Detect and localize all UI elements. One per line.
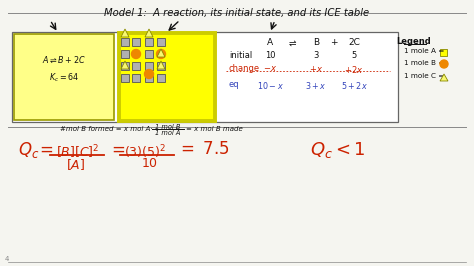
Circle shape [156, 49, 165, 59]
Text: A: A [267, 38, 273, 47]
Polygon shape [440, 74, 448, 81]
Text: 2C: 2C [348, 38, 360, 47]
Text: $=$: $=$ [108, 140, 125, 158]
Text: 3: 3 [313, 51, 319, 60]
Text: 1 mol B: 1 mol B [155, 124, 181, 130]
Text: $=$: $=$ [36, 140, 54, 158]
FancyBboxPatch shape [121, 62, 129, 70]
FancyBboxPatch shape [145, 38, 153, 46]
FancyBboxPatch shape [157, 74, 165, 82]
Text: 5: 5 [351, 51, 356, 60]
FancyBboxPatch shape [157, 38, 165, 46]
Text: change: change [229, 64, 260, 73]
Text: 1 mol A: 1 mol A [155, 130, 181, 136]
Text: 10: 10 [265, 51, 275, 60]
Text: $K_c=64$: $K_c=64$ [49, 72, 79, 85]
FancyBboxPatch shape [132, 74, 140, 82]
Circle shape [145, 69, 154, 78]
Text: $[A]$: $[A]$ [66, 157, 85, 172]
FancyBboxPatch shape [121, 50, 129, 58]
Polygon shape [157, 49, 165, 57]
Text: $+x$: $+x$ [309, 64, 323, 74]
Text: eq: eq [229, 80, 240, 89]
Text: $+2x$: $+2x$ [344, 64, 364, 75]
Text: $Q_c < 1$: $Q_c < 1$ [310, 140, 365, 160]
Text: B: B [313, 38, 319, 47]
Circle shape [131, 49, 140, 59]
Text: = x mol B made: = x mol B made [186, 126, 243, 132]
Text: +: + [330, 38, 338, 47]
Text: $-x$: $-x$ [263, 64, 277, 73]
Polygon shape [121, 29, 129, 37]
FancyBboxPatch shape [145, 74, 153, 82]
Text: $Q_c$: $Q_c$ [18, 140, 39, 160]
Text: $= \ 7.5$: $= \ 7.5$ [177, 140, 230, 158]
Text: Legend: Legend [397, 37, 431, 46]
Circle shape [440, 60, 448, 68]
Text: $\rightleftharpoons$: $\rightleftharpoons$ [287, 38, 297, 48]
Text: initial: initial [229, 51, 252, 60]
FancyBboxPatch shape [121, 74, 129, 82]
FancyBboxPatch shape [157, 62, 165, 70]
Text: $3+x$: $3+x$ [305, 80, 327, 91]
FancyBboxPatch shape [440, 49, 447, 56]
Text: $(3)(5)^2$: $(3)(5)^2$ [124, 143, 166, 161]
Text: Model 1:  A reaction, its initial state, and its ICE table: Model 1: A reaction, its initial state, … [104, 8, 370, 18]
Polygon shape [145, 29, 153, 37]
FancyBboxPatch shape [12, 32, 398, 122]
Text: $10-x$: $10-x$ [256, 80, 283, 91]
FancyBboxPatch shape [132, 38, 140, 46]
Polygon shape [157, 61, 165, 69]
FancyBboxPatch shape [132, 62, 140, 70]
Text: #mol B formed = x mol A·: #mol B formed = x mol A· [60, 126, 153, 132]
Text: 1 mole A =: 1 mole A = [404, 48, 447, 54]
FancyBboxPatch shape [119, 33, 215, 121]
FancyBboxPatch shape [14, 34, 114, 120]
FancyBboxPatch shape [121, 38, 129, 46]
Text: $10$: $10$ [141, 157, 158, 170]
Text: 1 mole C =: 1 mole C = [404, 73, 447, 79]
Text: $A \rightleftharpoons B+2C$: $A \rightleftharpoons B+2C$ [42, 55, 86, 65]
Text: 4: 4 [5, 256, 9, 262]
FancyBboxPatch shape [145, 50, 153, 58]
Text: 1 mole B =: 1 mole B = [404, 60, 447, 66]
Polygon shape [121, 61, 129, 69]
Text: $5+2x$: $5+2x$ [341, 80, 367, 91]
FancyBboxPatch shape [145, 62, 153, 70]
Text: $[B][C]^2$: $[B][C]^2$ [56, 143, 100, 161]
